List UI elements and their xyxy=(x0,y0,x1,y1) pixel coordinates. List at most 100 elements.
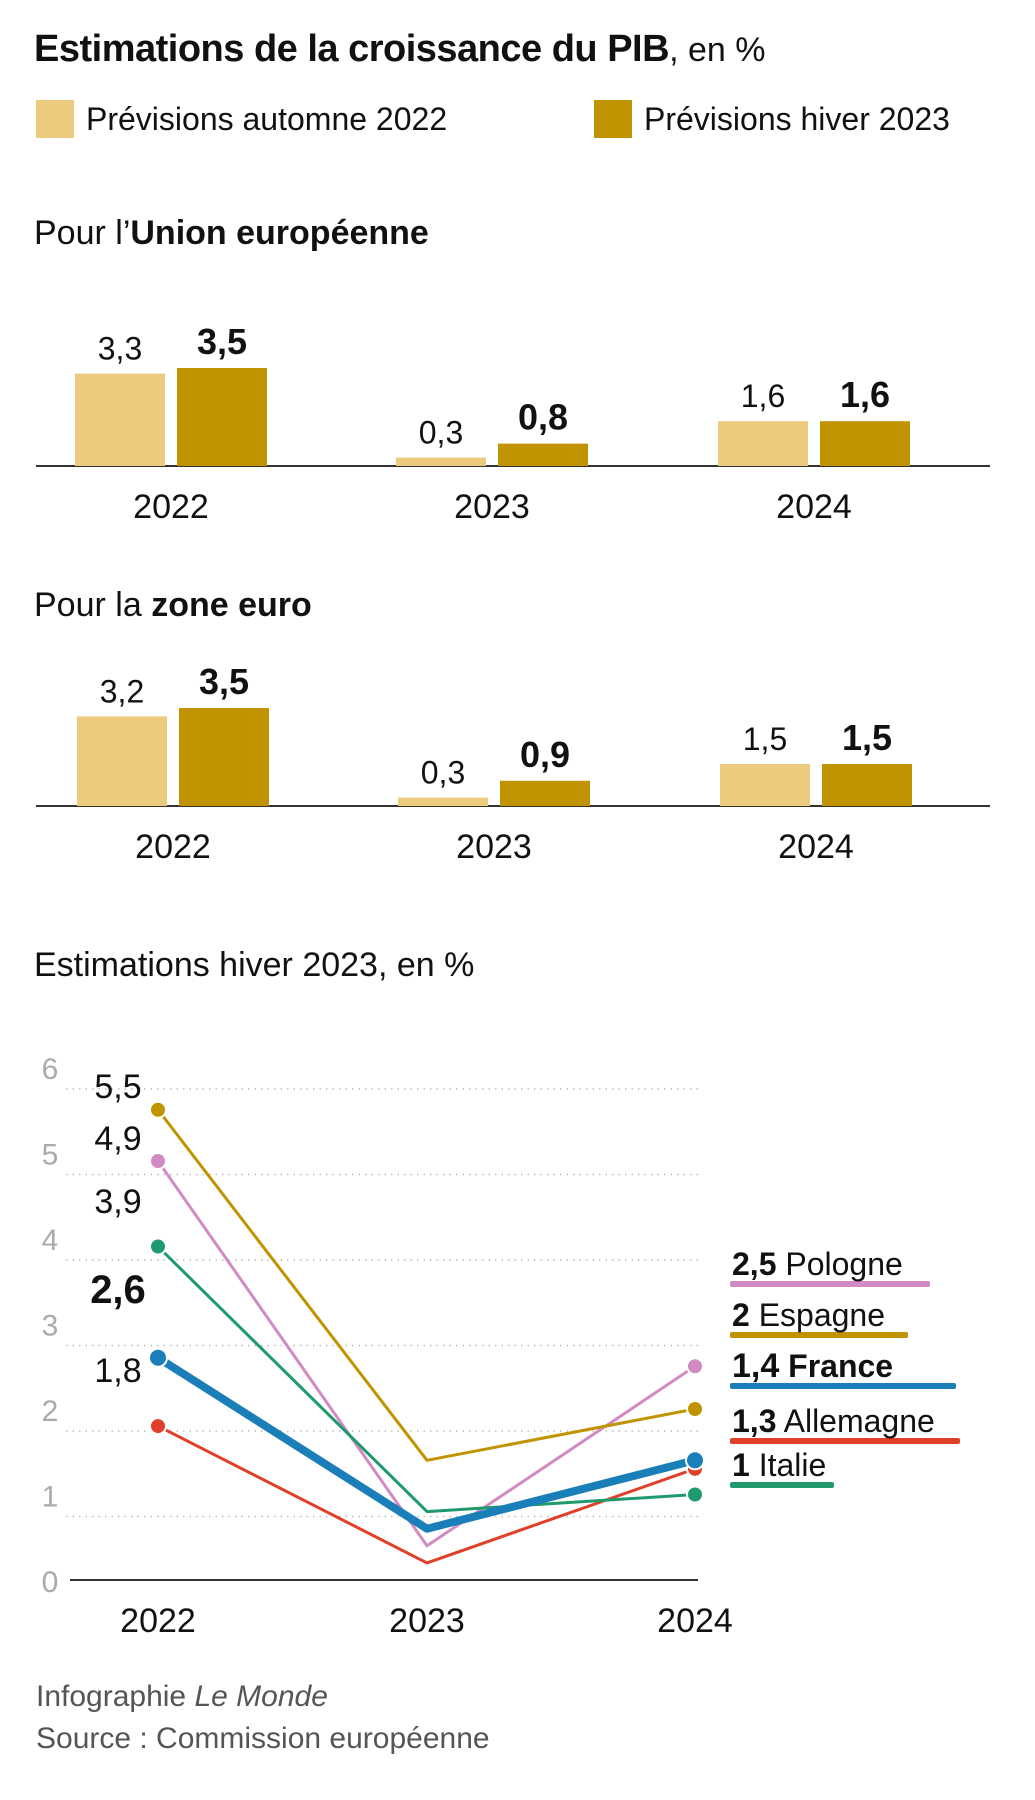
series-name-italie: Italie xyxy=(750,1447,826,1483)
euro-title-bold: zone euro xyxy=(151,586,312,624)
growth-line-chart: 0 1 2 3 4 5 6 2022 2023 2024 4,9 5,5 2,6 1,8 3,9 2,5 Po… xyxy=(42,1053,960,1640)
data-point-france-2022 xyxy=(148,1347,168,1368)
series-name-france: France xyxy=(779,1348,893,1384)
y-tick-label-0: 0 xyxy=(42,1566,59,1599)
eu-bar-2024-winter xyxy=(820,421,910,466)
legend-label-autumn: Prévisions automne 2022 xyxy=(86,100,448,137)
euro-bar-2022-winter xyxy=(179,708,269,806)
euro-section-title: Pour la zone euro xyxy=(34,586,312,625)
y-tick-label-3: 3 xyxy=(42,1310,59,1343)
end-label-underline-italie xyxy=(730,1482,834,1488)
end-label-france: 1,4 France xyxy=(732,1347,893,1385)
eu-x-label-2023: 2023 xyxy=(454,488,530,526)
x-tick-label-2024: 2024 xyxy=(657,1602,733,1640)
eu-x-label-2024: 2024 xyxy=(776,488,852,526)
euro-x-label-2022: 2022 xyxy=(135,828,211,866)
end-label-underline-allemagne xyxy=(730,1438,960,1444)
euro-x-label-2023: 2023 xyxy=(456,828,532,866)
eu-title-prefix: Pour l’ xyxy=(34,214,131,252)
y-tick-label-6: 6 xyxy=(42,1053,59,1086)
eu-bar-2022-autumn xyxy=(75,373,165,466)
end-label-allemagne: 1,3 Allemagne xyxy=(732,1403,935,1439)
end-value-france: 1,4 xyxy=(732,1347,779,1385)
start-label-france: 2,6 xyxy=(90,1268,146,1312)
euro-value-label-2024-winter: 1,5 xyxy=(842,717,892,758)
eu-value-label-2024-autumn: 1,6 xyxy=(741,378,785,414)
euro-x-label-2024: 2024 xyxy=(778,828,854,866)
credit: Infographie Le Monde xyxy=(36,1680,328,1714)
title-unit: , en % xyxy=(669,31,766,69)
data-point-espagne-2022 xyxy=(149,1100,167,1119)
data-point-allemagne-2022 xyxy=(149,1417,167,1436)
euro-bar-2023-winter xyxy=(500,780,590,806)
eu-section-title: Pour l’Union européenne xyxy=(34,214,429,253)
data-point-pologne-2024 xyxy=(686,1357,704,1376)
series-line-italie xyxy=(156,1245,696,1514)
euro-bar-chart: 3,2 3,5 2022 0,3 0,9 2023 1,5 1,5 2024 xyxy=(36,661,990,866)
end-label-espagne: 2 Espagne xyxy=(732,1297,885,1333)
title-main: Estimations de la croissance du PIB xyxy=(34,28,670,70)
end-value-pologne: 2,5 xyxy=(732,1246,776,1282)
line-section-title: Estimations hiver 2023, en % xyxy=(34,946,475,984)
euro-bar-2024-autumn xyxy=(720,764,810,806)
eu-value-label-2022-autumn: 3,3 xyxy=(98,331,142,367)
x-tick-label-2023: 2023 xyxy=(389,1602,465,1640)
series-name-allemagne: Allemagne xyxy=(776,1403,934,1439)
y-tick-label-1: 1 xyxy=(42,1481,59,1514)
series-name-pologne: Pologne xyxy=(776,1246,902,1282)
legend-autumn: Prévisions automne 2022 xyxy=(36,100,447,138)
data-point-pologne-2022 xyxy=(149,1152,167,1171)
legend-winter: Prévisions hiver 2023 xyxy=(594,100,950,138)
data-point-italie-2022 xyxy=(149,1237,167,1256)
end-label-pologne: 2,5 Pologne xyxy=(732,1246,903,1282)
eu-bar-2023-autumn xyxy=(396,457,486,466)
eu-value-label-2024-winter: 1,6 xyxy=(840,374,890,415)
start-label-italie: 3,9 xyxy=(94,1183,141,1221)
eu-value-label-2023-winter: 0,8 xyxy=(518,397,568,438)
y-tick-label-5: 5 xyxy=(42,1139,59,1172)
eu-bar-2024-autumn xyxy=(718,421,808,466)
legend-swatch-autumn xyxy=(36,100,74,138)
euro-title-prefix: Pour la xyxy=(34,586,152,624)
legend-label-winter: Prévisions hiver 2023 xyxy=(644,100,950,137)
y-tick-label-4: 4 xyxy=(42,1224,59,1257)
eu-bar-chart: 3,3 3,5 2022 0,3 0,8 2023 1,6 1,6 2024 xyxy=(36,321,990,526)
euro-value-label-2024-autumn: 1,5 xyxy=(743,721,787,757)
chart-title: Estimations de la croissance du PIB, en … xyxy=(34,28,765,71)
euro-value-label-2022-autumn: 3,2 xyxy=(100,673,144,709)
credit-prefix: Infographie xyxy=(36,1680,195,1713)
end-label-underline-pologne xyxy=(730,1281,930,1287)
eu-value-label-2023-autumn: 0,3 xyxy=(419,415,463,451)
y-tick-label-2: 2 xyxy=(42,1395,59,1428)
data-point-italie-2024 xyxy=(686,1485,704,1504)
euro-value-label-2022-winter: 3,5 xyxy=(199,661,249,702)
eu-x-label-2022: 2022 xyxy=(133,488,209,526)
start-label-pologne: 4,9 xyxy=(94,1120,141,1158)
data-point-france-2024 xyxy=(685,1450,705,1471)
eu-value-label-2022-winter: 3,5 xyxy=(197,321,247,362)
euro-bar-2022-autumn xyxy=(77,716,167,806)
legend-swatch-winter xyxy=(594,100,632,138)
eu-bar-2022-winter xyxy=(177,368,267,466)
series-line-pologne xyxy=(156,1160,696,1548)
end-value-allemagne: 1,3 xyxy=(732,1403,776,1439)
eu-bar-2023-winter xyxy=(498,443,588,466)
series-line-france xyxy=(155,1354,696,1533)
source: Source : Commission européenne xyxy=(36,1722,490,1755)
end-label-underline-france xyxy=(730,1383,956,1389)
euro-value-label-2023-winter: 0,9 xyxy=(520,734,570,775)
eu-title-bold: Union européenne xyxy=(130,214,429,252)
end-value-espagne: 2 xyxy=(732,1297,750,1333)
euro-bar-2023-autumn xyxy=(398,797,488,806)
end-label-italie: 1 Italie xyxy=(732,1447,826,1483)
start-label-allemagne: 1,8 xyxy=(94,1352,141,1390)
end-label-underline-espagne xyxy=(730,1332,908,1338)
x-tick-label-2022: 2022 xyxy=(120,1602,196,1640)
euro-bar-2024-winter xyxy=(822,764,912,806)
series-name-espagne: Espagne xyxy=(750,1297,885,1333)
credit-name: Le Monde xyxy=(194,1680,328,1713)
euro-value-label-2023-autumn: 0,3 xyxy=(421,755,465,791)
series-line-espagne xyxy=(156,1108,696,1462)
start-label-espagne: 5,5 xyxy=(94,1068,141,1106)
data-point-espagne-2024 xyxy=(686,1400,704,1418)
